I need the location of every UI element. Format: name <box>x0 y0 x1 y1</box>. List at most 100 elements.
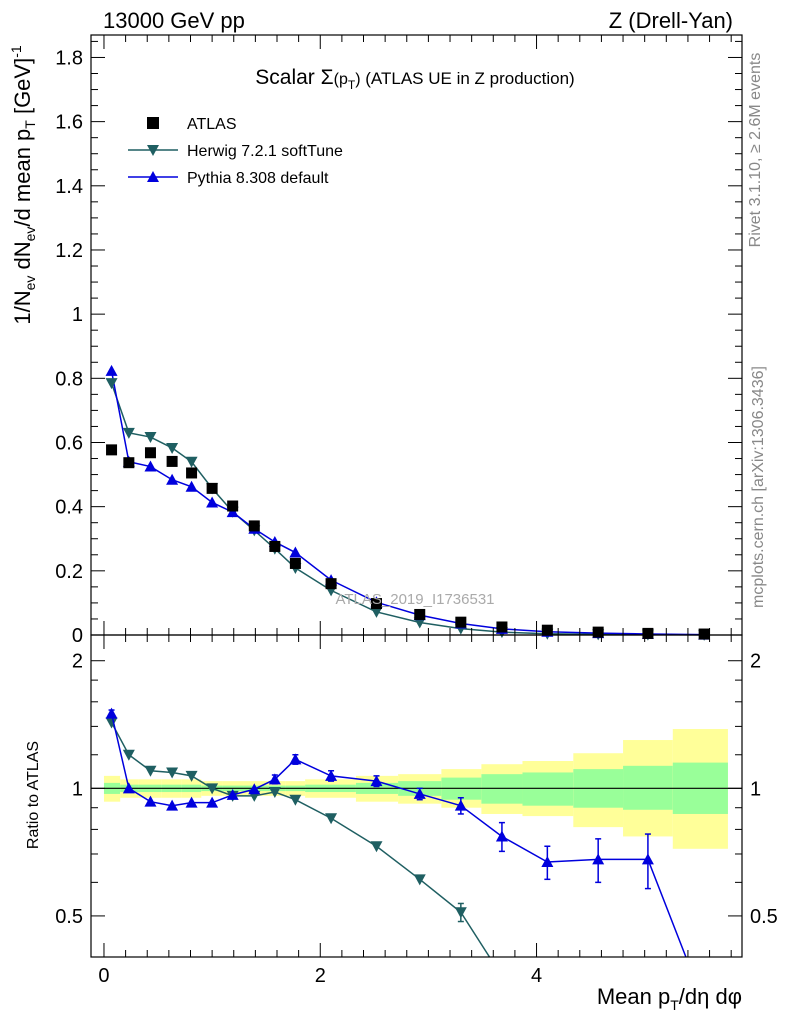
atlas-point <box>414 608 426 620</box>
pythia-ratio-point <box>166 799 179 811</box>
main-y-tick-label: 1.6 <box>55 112 83 134</box>
atlas-point <box>496 621 508 633</box>
main-y-tick-label: 1 <box>72 304 83 326</box>
atlas-point <box>269 540 281 552</box>
atlas-point <box>206 482 218 494</box>
pythia-point <box>185 480 198 492</box>
pythia-ratio-point <box>454 799 467 811</box>
herwig-ratio-group <box>105 717 491 958</box>
pythia-point <box>166 473 179 485</box>
x-tick-label: 2 <box>315 965 326 987</box>
main-y-tick-label: 0.6 <box>55 432 83 454</box>
ratio-y-tick-label-right: 2 <box>750 651 761 673</box>
herwig-ratio-point <box>370 841 383 853</box>
pythia-point <box>105 364 118 376</box>
legend-marker-atlas <box>147 117 159 129</box>
herwig-ratio-point <box>325 813 338 825</box>
herwig-ratio-point <box>413 874 426 886</box>
analysis-watermark: ATLAS_2019_I1736531 <box>335 591 494 608</box>
herwig-ratio-point <box>122 749 135 761</box>
herwig-point <box>370 606 383 618</box>
ratio-plot: 0 2 4 0.5 0.5 1 1 2 2 Ratio to ATLAS <box>25 634 778 987</box>
ratio-y-tick-label: 2 <box>72 651 83 673</box>
pythia-ratio-group <box>105 707 687 958</box>
atlas-point <box>642 627 654 639</box>
pythia-ratio-point <box>289 753 302 765</box>
ratio-inner-band <box>522 772 574 806</box>
title-main: Scalar Σ <box>255 66 333 89</box>
pythia-ratio-point <box>268 773 281 785</box>
atlas-point <box>227 500 239 512</box>
x-tick-label: 0 <box>98 965 109 987</box>
atlas-point <box>248 520 260 532</box>
main-plot: 0 0.2 0.4 0.6 0.8 1 1.2 1.4 1.6 1.8 Scalar Σ(pT) … <box>8 34 743 647</box>
atlas-point <box>186 467 198 479</box>
title-rest: (ATLAS UE in Z production) <box>365 69 574 88</box>
main-y-tick-label: 1.8 <box>55 47 83 69</box>
main-y-tick-label: 1.2 <box>55 240 83 262</box>
legend-marker-herwig <box>147 145 159 156</box>
plot-title: Scalar Σ(pT) (ATLAS UE in Z production) <box>255 66 574 92</box>
pythia-ratio-point <box>122 782 135 794</box>
herwig-point <box>166 442 179 454</box>
herwig-ratio-point <box>289 794 302 806</box>
title-sub: (p <box>334 71 348 88</box>
main-y-tick-label: 1.4 <box>55 176 83 198</box>
atlas-point <box>541 624 553 636</box>
atlas-point <box>166 455 178 467</box>
atlas-point <box>698 628 710 640</box>
pythia-ratio-point <box>641 853 654 865</box>
legend-label-pythia: Pythia 8.308 default <box>187 170 329 187</box>
atlas-point <box>592 626 604 638</box>
rivet-label: Rivet 3.1.10, ≥ 2.6M events <box>747 53 764 248</box>
herwig-ratio-point <box>206 783 219 795</box>
pythia-ratio-point <box>592 853 605 865</box>
atlas-point <box>370 598 382 610</box>
atlas-point <box>123 457 135 469</box>
pythia-ratio-line <box>110 713 687 958</box>
x-axis-label: Mean pT/dη dφ <box>597 984 742 1013</box>
herwig-point <box>122 427 135 439</box>
pythia-ratio-point <box>144 795 157 807</box>
main-y-tick-label: 0.8 <box>55 368 83 390</box>
energy-label: 13000 GeV pp <box>103 8 245 33</box>
main-y-axis-label: 1/Nev dNev/d mean pT [GeV]-1 <box>8 45 38 325</box>
pythia-point <box>206 496 219 508</box>
legend-label-atlas: ATLAS <box>187 116 237 133</box>
pythia-point <box>226 506 239 518</box>
pythia-ratio-point <box>248 783 261 795</box>
legend-label-herwig: Herwig 7.2.1 softTune <box>187 143 343 160</box>
x-tick-label: 4 <box>531 965 542 987</box>
herwig-ratio-point <box>268 787 281 799</box>
legend-marker-pythia <box>147 171 159 182</box>
ratio-y-tick-label: 1 <box>72 778 83 800</box>
herwig-ratio-point <box>454 907 467 919</box>
herwig-ratio-line <box>110 722 491 958</box>
pythia-ratio-point <box>226 788 239 800</box>
ratio-y-tick-label-right: 0.5 <box>750 906 778 928</box>
pythia-ratio-point <box>495 830 508 842</box>
pythia-ratio-point <box>206 796 219 808</box>
legend: ATLAS Herwig 7.2.1 softTune Pythia 8.308… <box>128 116 343 187</box>
atlas-point <box>455 616 467 628</box>
main-y-tick-label: 0 <box>72 625 83 647</box>
herwig-point <box>105 378 118 390</box>
atlas-point <box>289 557 301 569</box>
atlas-point <box>325 578 337 590</box>
pythia-ratio-point <box>541 856 554 868</box>
atlas-point <box>106 444 118 456</box>
pythia-point <box>144 460 157 472</box>
pythia-ratio-point <box>185 796 198 808</box>
ratio-y-tick-label-right: 1 <box>750 778 761 800</box>
pythia-ratio-point <box>413 787 426 799</box>
ratio-y-tick-label: 0.5 <box>55 906 83 928</box>
herwig-ratio-point <box>105 717 118 729</box>
atlas-point <box>144 447 156 459</box>
herwig-point <box>144 432 157 444</box>
ratio-y-axis-label: Ratio to ATLAS <box>25 741 42 849</box>
ratio-plot-frame <box>90 634 743 958</box>
herwig-ratio-point <box>144 765 157 777</box>
pythia-ratio-point <box>370 775 383 787</box>
herwig-ratio-point <box>166 767 179 779</box>
